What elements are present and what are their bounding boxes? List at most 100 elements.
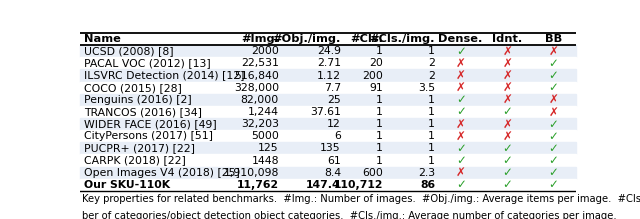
Text: WIDER FACE (2016) [49]: WIDER FACE (2016) [49]: [84, 119, 217, 129]
Text: 11,762: 11,762: [237, 180, 279, 190]
Text: ✗: ✗: [456, 166, 466, 179]
Text: ✓: ✓: [548, 118, 558, 131]
Text: ✓: ✓: [548, 69, 558, 82]
Text: ✗: ✗: [502, 130, 512, 143]
Text: 1: 1: [376, 107, 383, 117]
Text: Name: Name: [84, 34, 122, 44]
Text: 1: 1: [428, 46, 435, 56]
Text: 1: 1: [376, 46, 383, 56]
Text: ✗: ✗: [502, 45, 512, 58]
Text: 6: 6: [334, 131, 341, 141]
Text: ✗: ✗: [548, 105, 558, 118]
Bar: [80, 57, 576, 69]
Text: ✓: ✓: [548, 142, 558, 155]
Bar: [80, 167, 576, 179]
Text: 3.5: 3.5: [418, 83, 435, 93]
Text: ✗: ✗: [548, 93, 558, 106]
Text: ✓: ✓: [548, 130, 558, 143]
Text: ✓: ✓: [548, 57, 558, 70]
Text: 147.4: 147.4: [307, 180, 341, 190]
Text: PUCPR+ (2017) [22]: PUCPR+ (2017) [22]: [84, 143, 195, 153]
Bar: [80, 154, 576, 167]
Text: 2: 2: [428, 71, 435, 81]
Text: ✓: ✓: [456, 45, 466, 58]
Text: 24.9: 24.9: [317, 46, 341, 56]
Bar: [80, 130, 576, 142]
Text: ✓: ✓: [548, 166, 558, 179]
Text: 1: 1: [428, 143, 435, 153]
Text: Idnt.: Idnt.: [492, 34, 522, 44]
Text: ✓: ✓: [502, 178, 512, 191]
Text: 328,000: 328,000: [234, 83, 279, 93]
Text: 1: 1: [428, 107, 435, 117]
Text: #Cls./img.: #Cls./img.: [370, 34, 435, 44]
Text: COCO (2015) [28]: COCO (2015) [28]: [84, 83, 182, 93]
Text: 2.71: 2.71: [317, 58, 341, 68]
Text: Penguins (2016) [2]: Penguins (2016) [2]: [84, 95, 192, 105]
Text: ✗: ✗: [502, 57, 512, 70]
Text: ✓: ✓: [502, 166, 512, 179]
Text: ILSVRC Detection (2014) [12]: ILSVRC Detection (2014) [12]: [84, 71, 245, 81]
Text: 37.61: 37.61: [310, 107, 341, 117]
Bar: [80, 142, 576, 154]
Text: 32,203: 32,203: [241, 119, 279, 129]
Text: 1: 1: [376, 131, 383, 141]
Text: 1: 1: [376, 95, 383, 105]
Text: ✗: ✗: [456, 130, 466, 143]
Text: BB: BB: [545, 34, 562, 44]
Text: 1: 1: [428, 95, 435, 105]
Text: #Cls.: #Cls.: [350, 34, 383, 44]
Text: 8.4: 8.4: [324, 168, 341, 178]
Text: 61: 61: [327, 155, 341, 166]
Text: PACAL VOC (2012) [13]: PACAL VOC (2012) [13]: [84, 58, 211, 68]
Text: Our SKU-110K: Our SKU-110K: [84, 180, 171, 190]
Text: ✓: ✓: [456, 93, 466, 106]
Text: ✓: ✓: [548, 154, 558, 167]
Text: UCSD (2008) [8]: UCSD (2008) [8]: [84, 46, 174, 56]
Text: 1,910,098: 1,910,098: [223, 168, 279, 178]
Text: ✓: ✓: [548, 178, 558, 191]
Text: 22,531: 22,531: [241, 58, 279, 68]
Text: 1: 1: [376, 119, 383, 129]
Text: 200: 200: [362, 71, 383, 81]
Text: 2: 2: [428, 58, 435, 68]
Bar: [80, 82, 576, 94]
Text: TRANCOS (2016) [34]: TRANCOS (2016) [34]: [84, 107, 202, 117]
Text: ber of categories/object detection object categories.  #Cls./img.: Average numbe: ber of categories/object detection objec…: [82, 211, 616, 219]
Text: Open Images V4 (2018) [25]: Open Images V4 (2018) [25]: [84, 168, 241, 178]
Text: ✓: ✓: [548, 81, 558, 94]
Text: ✗: ✗: [456, 81, 466, 94]
Bar: [80, 45, 576, 57]
Text: ✓: ✓: [502, 105, 512, 118]
Text: 20: 20: [369, 58, 383, 68]
Text: 1.12: 1.12: [317, 71, 341, 81]
Text: ✓: ✓: [502, 154, 512, 167]
Text: 1448: 1448: [252, 155, 279, 166]
Text: CityPersons (2017) [51]: CityPersons (2017) [51]: [84, 131, 214, 141]
Text: ✓: ✓: [456, 154, 466, 167]
Text: 1: 1: [428, 131, 435, 141]
Bar: [80, 106, 576, 118]
Text: ✓: ✓: [456, 105, 466, 118]
Text: 125: 125: [259, 143, 279, 153]
Text: 600: 600: [362, 168, 383, 178]
Text: 12: 12: [327, 119, 341, 129]
Text: Key properties for related benchmarks.  #Img.: Number of images.  #Obj./img.: Av: Key properties for related benchmarks. #…: [82, 194, 640, 204]
Text: ✗: ✗: [502, 81, 512, 94]
Text: ✗: ✗: [502, 93, 512, 106]
Text: 1: 1: [428, 119, 435, 129]
Text: 7.7: 7.7: [324, 83, 341, 93]
Text: 2.3: 2.3: [418, 168, 435, 178]
Text: 82,000: 82,000: [241, 95, 279, 105]
Text: CARPK (2018) [22]: CARPK (2018) [22]: [84, 155, 186, 166]
Text: 1: 1: [428, 155, 435, 166]
Bar: [80, 94, 576, 106]
Text: ✗: ✗: [502, 118, 512, 131]
Text: ✗: ✗: [456, 69, 466, 82]
Text: 110,712: 110,712: [333, 180, 383, 190]
Text: 5000: 5000: [251, 131, 279, 141]
Text: ✓: ✓: [456, 142, 466, 155]
Text: Dense.: Dense.: [438, 34, 483, 44]
Text: #Img.: #Img.: [241, 34, 279, 44]
Text: 2000: 2000: [251, 46, 279, 56]
